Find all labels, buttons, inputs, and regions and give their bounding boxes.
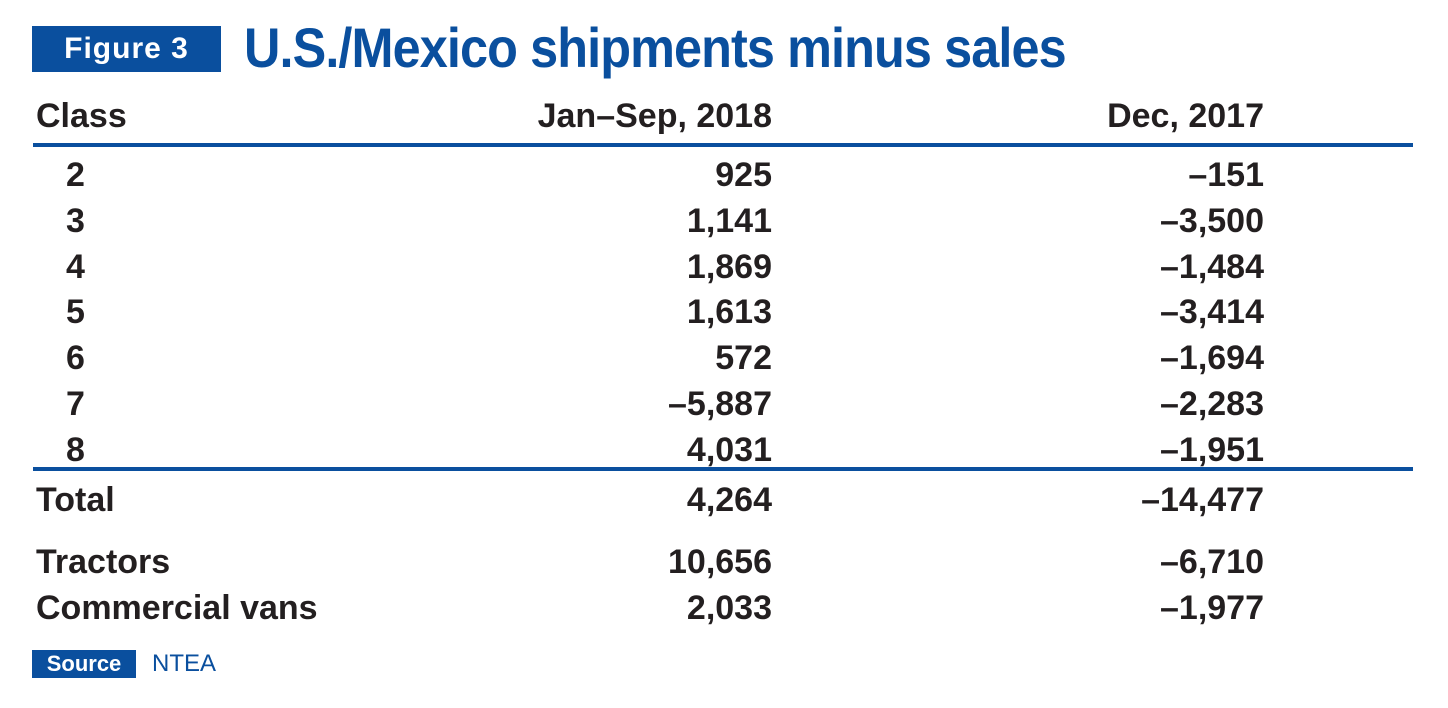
total-jan-sep-2018: 4,264: [686, 481, 772, 519]
cell-dec-2017: –3,500: [1160, 202, 1264, 240]
cell-jan-sep-2018: 925: [715, 156, 772, 194]
source-label: Source: [32, 650, 136, 678]
row-label: 4: [66, 248, 85, 286]
cell-dec-2017: –151: [1188, 156, 1264, 194]
row-label: 6: [66, 339, 85, 377]
cell-dec-2017: –6,710: [1160, 543, 1264, 581]
cell-dec-2017: –1,977: [1160, 589, 1264, 627]
cell-jan-sep-2018: 10,656: [668, 543, 772, 581]
column-header-jan-sep-2018: Jan–Sep, 2018: [537, 97, 772, 135]
column-header-class: Class: [36, 97, 127, 135]
total-dec-2017: –14,477: [1141, 481, 1264, 519]
column-header-dec-2017: Dec, 2017: [1107, 97, 1264, 135]
cell-jan-sep-2018: 1,141: [686, 202, 772, 240]
figure-label: Figure 3: [32, 26, 221, 72]
source-text: NTEA: [152, 650, 217, 677]
cell-jan-sep-2018: –5,887: [668, 385, 772, 423]
cell-jan-sep-2018: 1,869: [686, 248, 772, 286]
header-rule: [33, 143, 1413, 147]
cell-jan-sep-2018: 572: [715, 339, 772, 377]
row-label: 2: [66, 156, 85, 194]
cell-jan-sep-2018: 4,031: [686, 431, 772, 469]
cell-dec-2017: –1,484: [1160, 248, 1264, 286]
row-label: 3: [66, 202, 85, 240]
cell-dec-2017: –2,283: [1160, 385, 1264, 423]
cell-dec-2017: –1,694: [1160, 339, 1264, 377]
row-label: 5: [66, 293, 85, 331]
cell-dec-2017: –3,414: [1160, 293, 1264, 331]
row-label-tractors: Tractors: [36, 543, 171, 581]
total-rule: [33, 467, 1413, 471]
row-label: 7: [66, 385, 85, 423]
cell-jan-sep-2018: 1,613: [686, 293, 772, 331]
row-label-commercial-vans: Commercial vans: [36, 589, 318, 627]
cell-dec-2017: –1,951: [1160, 431, 1264, 469]
chart-title: U.S./Mexico shipments minus sales: [244, 16, 1067, 79]
cell-jan-sep-2018: 2,033: [686, 589, 772, 627]
row-label: 8: [66, 431, 85, 469]
total-label: Total: [36, 481, 115, 519]
